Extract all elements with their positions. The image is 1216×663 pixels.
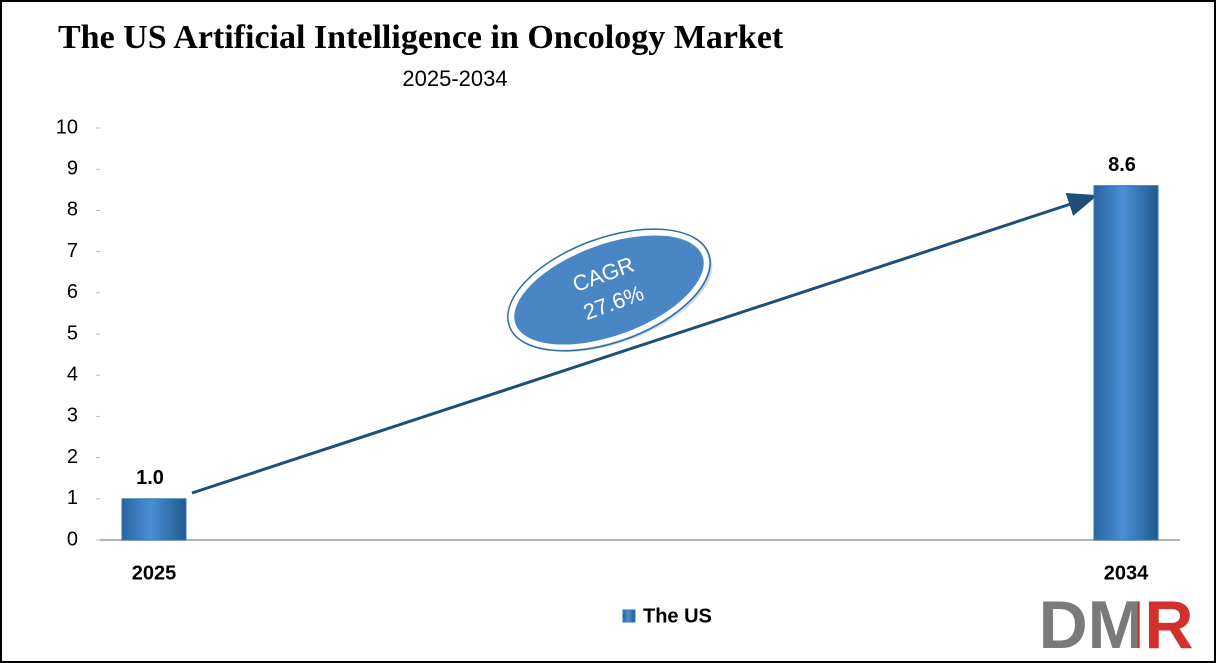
- trend-arrow: [191, 193, 1098, 495]
- logo: DMR: [1039, 587, 1194, 663]
- y-tick-label: 2: [67, 446, 78, 468]
- chart-title: The US Artificial Intelligence in Oncolo…: [58, 19, 784, 56]
- y-tick-label: 3: [67, 405, 78, 427]
- badge-outline: [507, 228, 711, 352]
- y-tick-label: 8: [67, 199, 78, 221]
- legend-swatch: [622, 609, 636, 623]
- value-label: 1.0: [136, 467, 164, 489]
- y-tick-label: 10: [56, 116, 78, 138]
- x-tick-label: 2025: [132, 562, 177, 584]
- bar: [121, 498, 187, 541]
- x-tick-label: 2034: [1104, 562, 1149, 584]
- value-label: 8.6: [1108, 154, 1136, 176]
- y-tick-label: 1: [67, 487, 78, 509]
- legend-label: The US: [643, 605, 712, 627]
- badge: [509, 230, 709, 350]
- y-tick-label: 7: [67, 240, 78, 262]
- y-tick-label: 0: [67, 528, 78, 550]
- cagr-badge: CAGR 27.6%: [507, 228, 713, 352]
- y-tick-label: 5: [67, 322, 78, 344]
- y-tick-label: 6: [67, 281, 78, 303]
- y-tick-label: 9: [67, 157, 78, 179]
- bar: [1093, 185, 1159, 541]
- y-tick-label: 4: [67, 363, 78, 385]
- chart-subtitle: 2025-2034: [402, 66, 507, 91]
